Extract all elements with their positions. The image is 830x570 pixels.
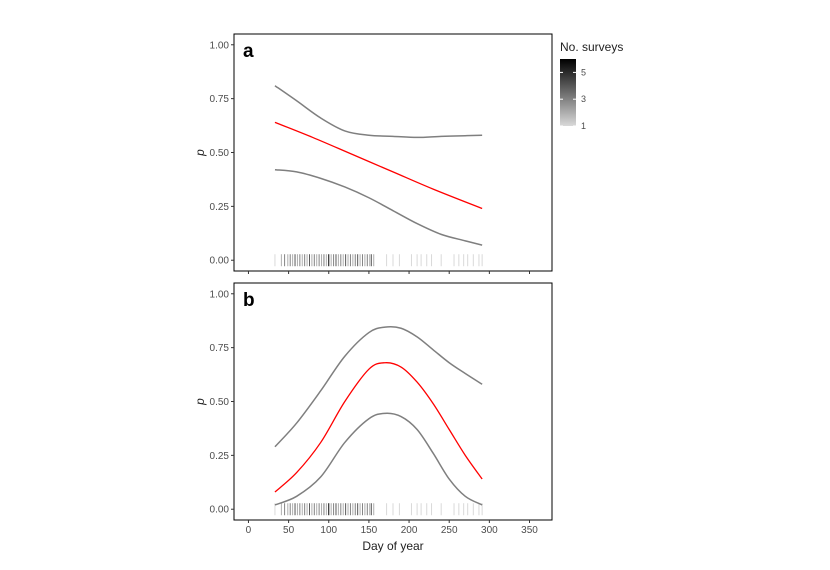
y-tick-label: 0.75 (210, 343, 230, 354)
x-tick-label: 100 (320, 525, 337, 536)
legend-label: 1 (581, 121, 586, 131)
panel-b-label: b (243, 290, 255, 311)
panel-a-ticks: 0.00 0.25 0.50 0.75 1.00 (210, 40, 531, 274)
y-tick-label: 0.00 (210, 505, 230, 516)
legend-label: 3 (581, 94, 586, 104)
x-tick-label: 150 (361, 525, 378, 536)
panel-b-lines (274, 326, 483, 506)
panel-b-rug (274, 503, 483, 516)
panel-b-ticks: 0.00 0.25 0.50 0.75 1.00 0 50 100 150 200 250 300 35… (210, 289, 539, 536)
x-tick-label: 200 (401, 525, 418, 536)
x-tick-label: 50 (283, 525, 295, 536)
y-tick-label: 0.00 (210, 256, 230, 267)
x-tick-label: 350 (521, 525, 538, 536)
fitted-line (274, 121, 483, 210)
panel-b-frame (233, 282, 553, 521)
fitted-line (274, 362, 483, 493)
legend-ticks: 1 3 5 (560, 67, 586, 131)
legend-colorbar (560, 59, 576, 126)
y-tick-label: 0.25 (210, 202, 230, 213)
panel-b-y-axis-title: p (193, 398, 207, 406)
panel-a-lines (274, 85, 483, 246)
panel-a: 0.00 0.25 0.50 0.75 1.00 a p (193, 33, 553, 274)
y-tick-label: 0.25 (210, 451, 230, 462)
panel-a-rug (274, 254, 483, 267)
y-tick-label: 1.00 (210, 40, 230, 51)
x-axis-title: Day of year (362, 539, 423, 553)
y-tick-label: 1.00 (210, 289, 230, 300)
upper-ci-line (274, 326, 483, 448)
upper-ci-line (274, 85, 483, 139)
y-tick-label: 0.50 (210, 148, 230, 159)
legend: No. surveys 1 3 5 (560, 40, 623, 131)
panel-a-y-axis-title: p (193, 149, 207, 157)
x-tick-label: 0 (246, 525, 252, 536)
lower-ci-line (274, 412, 483, 506)
y-tick-label: 0.50 (210, 397, 230, 408)
legend-label: 5 (581, 67, 586, 77)
panel-a-label: a (243, 41, 254, 62)
x-tick-label: 250 (441, 525, 458, 536)
y-tick-label: 0.75 (210, 94, 230, 105)
panel-a-frame (233, 33, 553, 272)
legend-title: No. surveys (560, 40, 623, 54)
panel-b: 0.00 0.25 0.50 0.75 1.00 0 50 100 150 200 250 300 35… (193, 282, 553, 553)
lower-ci-line (274, 168, 483, 246)
x-tick-label: 300 (481, 525, 498, 536)
